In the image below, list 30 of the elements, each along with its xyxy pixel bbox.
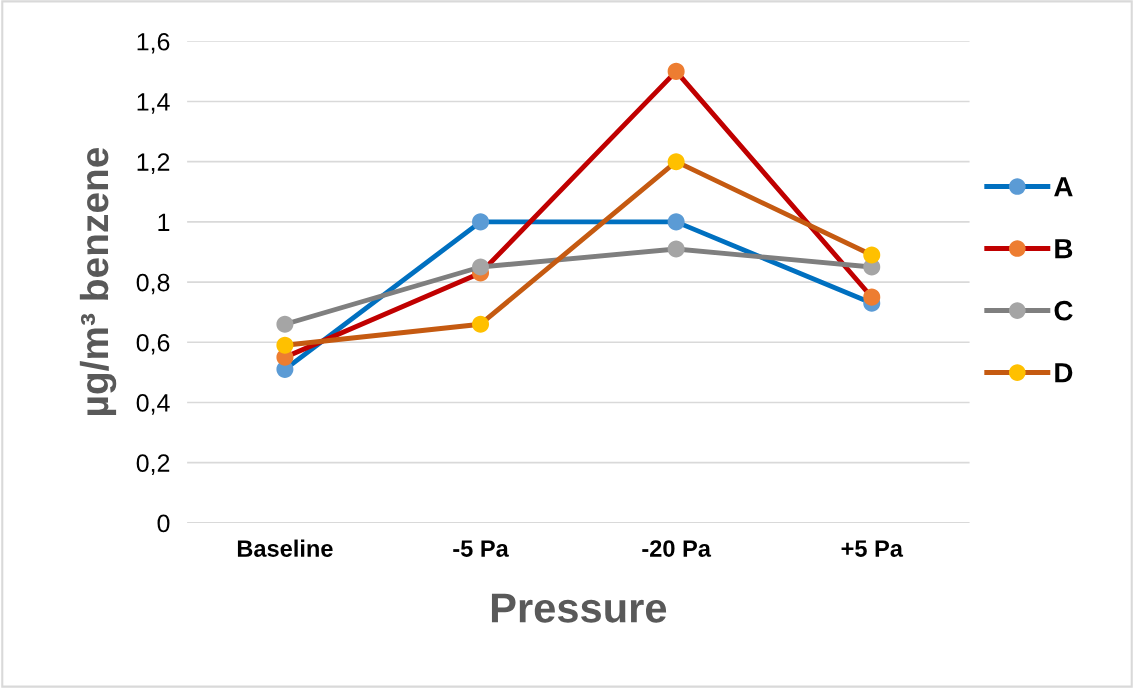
point xyxy=(276,336,294,354)
legend-label: D xyxy=(1055,363,1073,383)
y-tick-label: 0,2 xyxy=(136,454,170,475)
x-tick-label: +5 Pa xyxy=(841,540,904,557)
point xyxy=(667,213,685,231)
x-tick-label: -20 Pa xyxy=(642,540,712,557)
point xyxy=(472,213,490,231)
point xyxy=(472,258,490,276)
y-tick-label: 1,4 xyxy=(137,93,170,114)
y-tick-label: 1,2 xyxy=(137,153,170,174)
y-tick-label: 0,8 xyxy=(136,273,170,295)
y-tick-label: 0,6 xyxy=(136,333,170,355)
y-tick-label: 0,4 xyxy=(136,394,170,415)
y-tick-label: 1 xyxy=(158,213,170,231)
point xyxy=(863,288,881,306)
point xyxy=(863,246,881,264)
point xyxy=(472,315,490,333)
point xyxy=(276,315,294,333)
point xyxy=(667,240,685,258)
legend-label: C xyxy=(1054,300,1073,321)
x-tick-label: -5 Pa xyxy=(453,540,509,557)
y-tick-label: 1,6 xyxy=(137,32,170,54)
point xyxy=(667,153,685,171)
legend-label: A xyxy=(1054,177,1073,197)
point xyxy=(667,62,685,80)
legend-label: B xyxy=(1055,239,1073,259)
x-axis-title: Pressure xyxy=(491,593,667,623)
x-tick-label: Baseline xyxy=(237,539,333,557)
y-axis-title: µg/m³ benzene xyxy=(79,147,117,415)
y-tick-label: 0 xyxy=(157,514,170,533)
